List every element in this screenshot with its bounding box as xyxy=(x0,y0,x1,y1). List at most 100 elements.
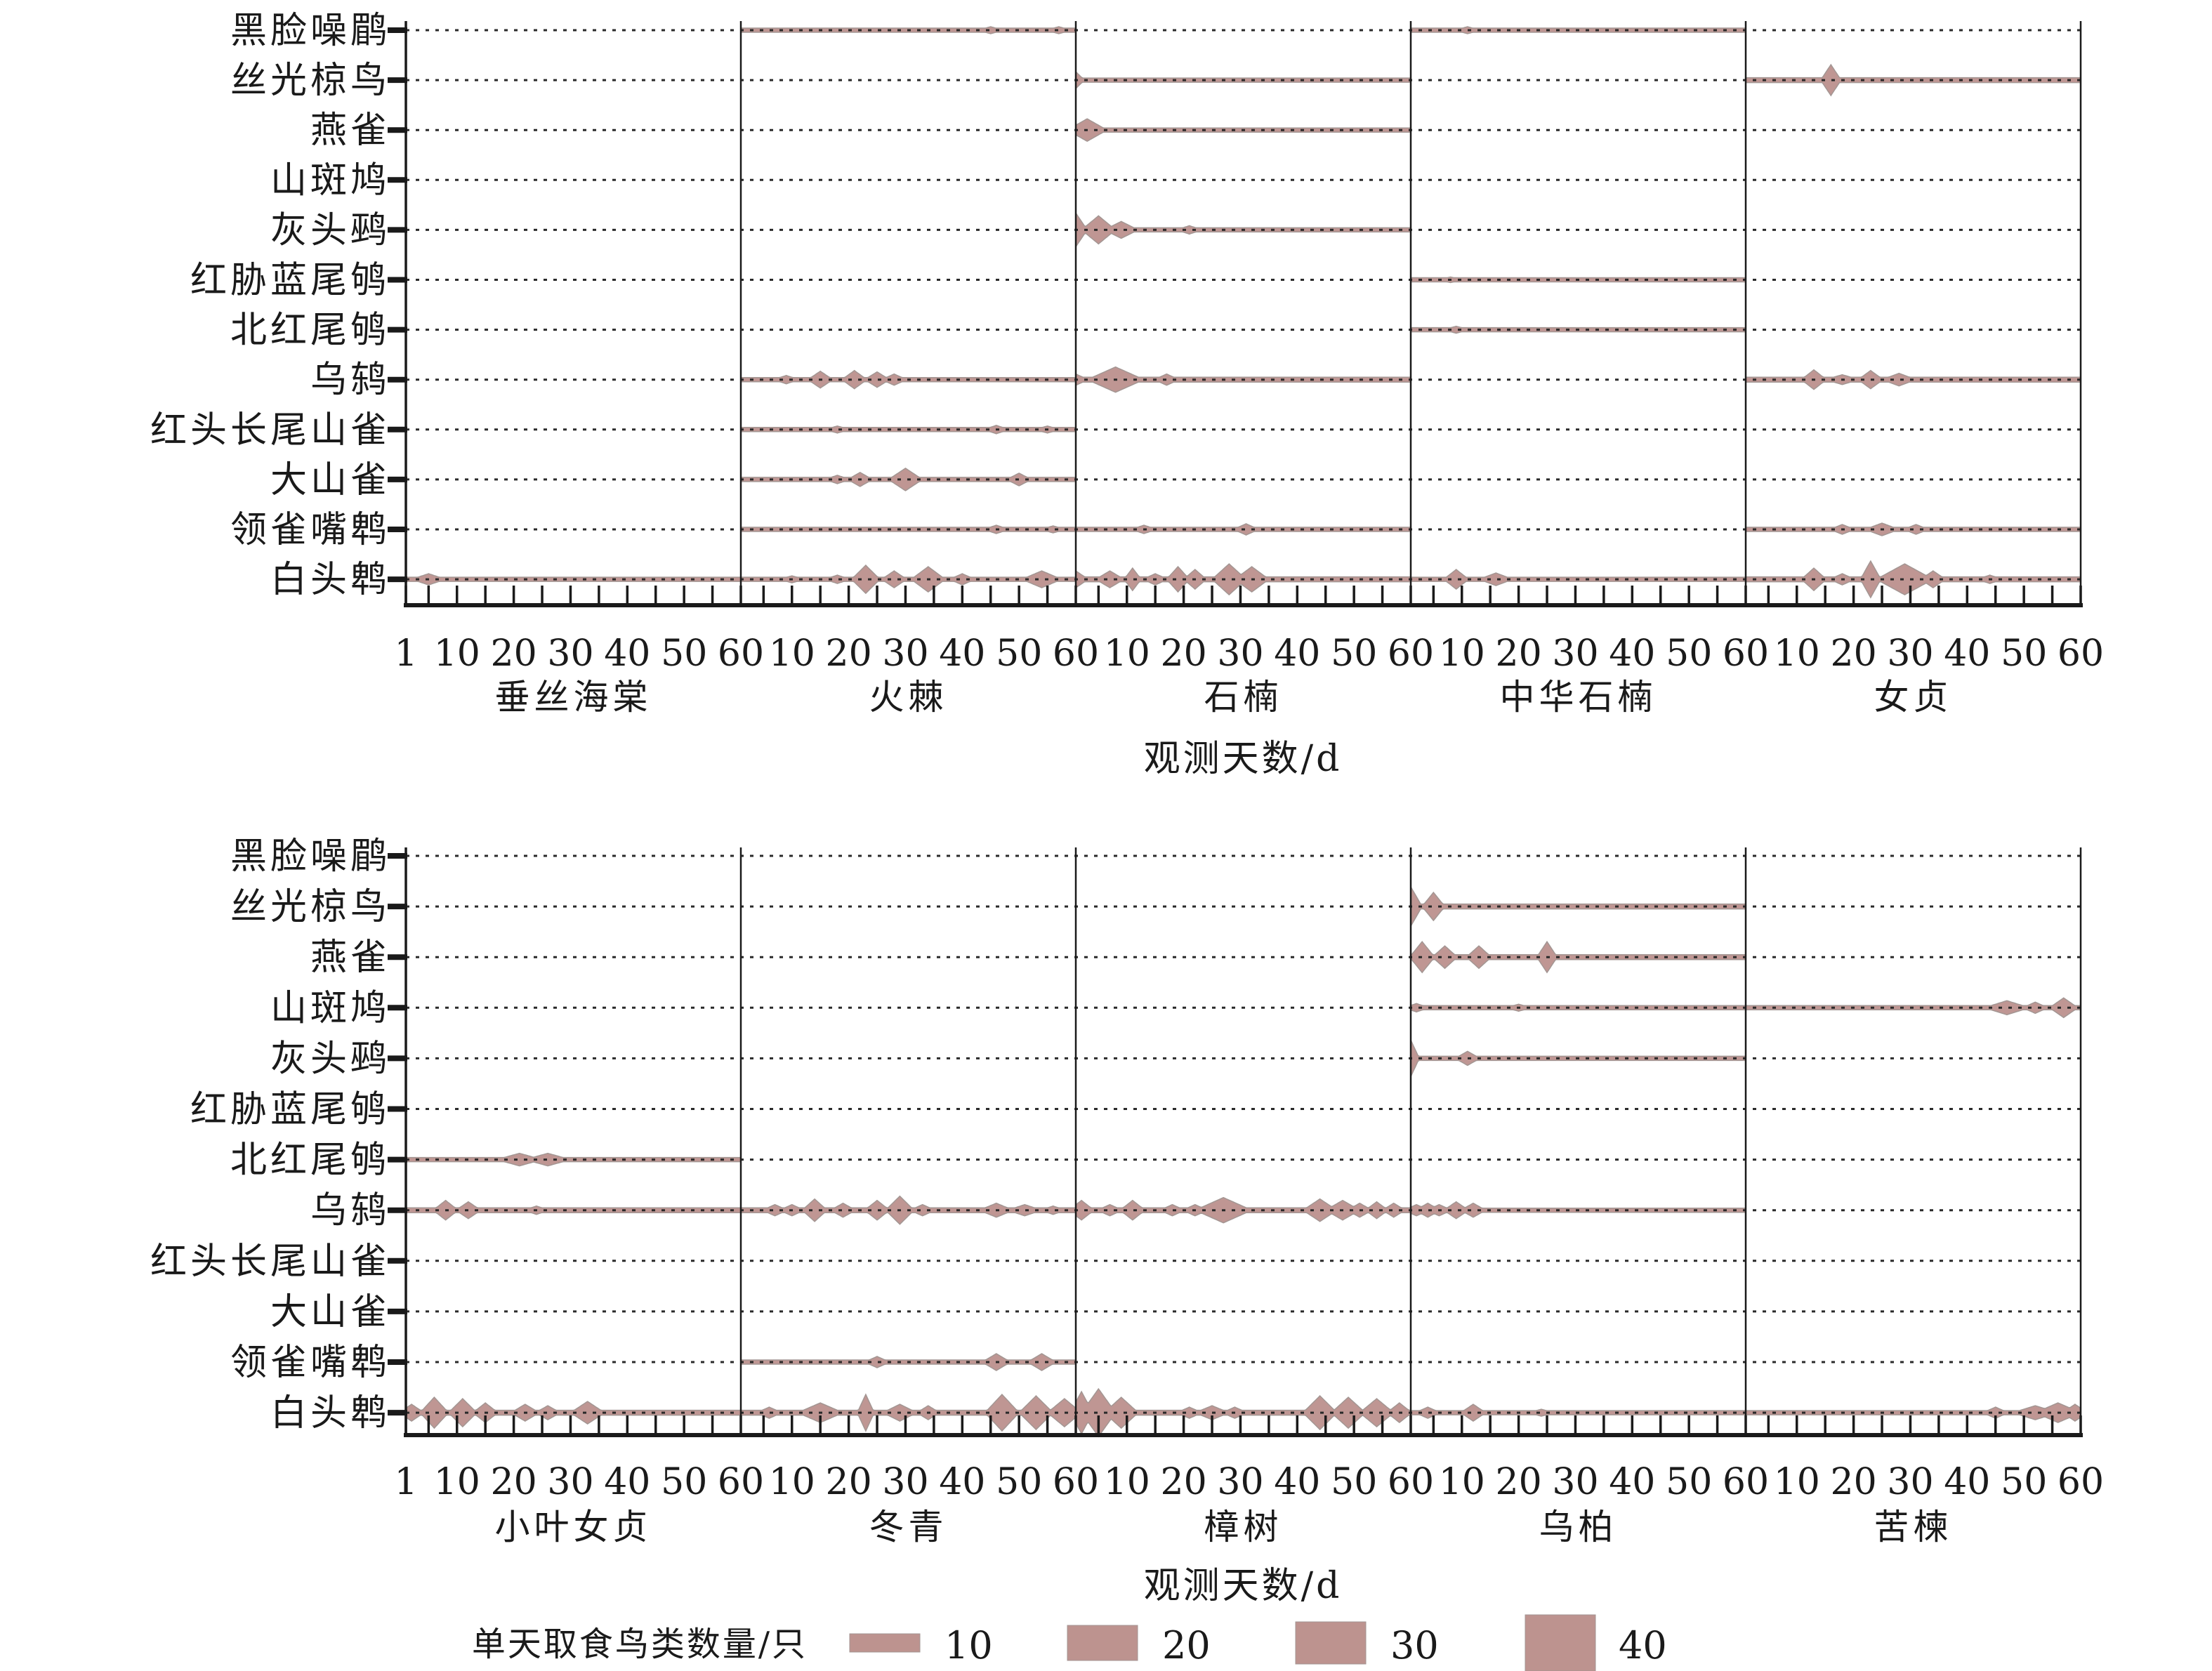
bird-label: 领雀嘴鹎 xyxy=(230,509,390,551)
bird-label: 燕雀 xyxy=(310,110,390,152)
plant-label: 苦楝 xyxy=(1874,1507,1953,1547)
x-tick-label: 40 xyxy=(1944,633,1990,675)
x-tick-label: 10 xyxy=(1104,1461,1150,1503)
plant-label: 小叶女贞 xyxy=(495,1507,652,1547)
legend-size-label: 30 xyxy=(1390,1623,1439,1667)
x-tick-label: 10 xyxy=(434,633,480,675)
x-tick-label: 50 xyxy=(2001,633,2047,675)
x-tick-label: 10 xyxy=(1774,633,1820,675)
bird-label: 红胁蓝尾鸲 xyxy=(190,260,390,302)
bird-label: 北红尾鸲 xyxy=(230,1140,390,1182)
bird-label: 红头长尾山雀 xyxy=(150,1241,390,1283)
plant-label: 乌柏 xyxy=(1539,1507,1618,1547)
legend-size-label: 40 xyxy=(1619,1623,1667,1667)
legend-label: 单天取食鸟类数量/只 xyxy=(472,1625,808,1664)
x-tick-label: 60 xyxy=(718,633,764,675)
x-tick-label: 50 xyxy=(1666,633,1712,675)
legend-size-label: 10 xyxy=(944,1623,993,1667)
x-tick-label: 50 xyxy=(1666,1461,1712,1503)
x-tick-label: 20 xyxy=(1831,633,1877,675)
x-tick-label: 50 xyxy=(661,633,707,675)
x-tick-label: 60 xyxy=(1723,1461,1769,1503)
bird-label: 灰头鹀 xyxy=(270,209,390,251)
x-tick-label: 60 xyxy=(2058,633,2104,675)
x-tick-label: 30 xyxy=(547,1461,593,1503)
legend-swatch-20 xyxy=(1067,1625,1138,1661)
x-axis-label-bottom: 观测天数/d xyxy=(1144,1565,1343,1607)
x-tick-label: 20 xyxy=(491,633,537,675)
bottom-panel-group: 黑脸噪鹛丝光椋鸟燕雀山斑鸠灰头鹀红胁蓝尾鸲北红尾鸲乌鸫红头长尾山雀大山雀领雀嘴鹎… xyxy=(150,835,2104,1547)
x-tick-label: 10 xyxy=(1774,1461,1820,1503)
x-tick-label: 50 xyxy=(661,1461,707,1503)
x-tick-label: 30 xyxy=(1552,1461,1598,1503)
x-tick-label: 60 xyxy=(1388,633,1434,675)
x-tick-label: 30 xyxy=(547,633,593,675)
x-axis-label-top: 观测天数/d xyxy=(1144,738,1343,780)
x-tick-label: 30 xyxy=(882,1461,928,1503)
x-tick-label: 20 xyxy=(1496,633,1542,675)
bird-label: 领雀嘴鹎 xyxy=(230,1342,390,1384)
legend-swatch-30 xyxy=(1295,1621,1367,1665)
x-tick-label: 20 xyxy=(1161,1461,1207,1503)
legend-swatch-40 xyxy=(1525,1614,1596,1671)
x-tick-label: 40 xyxy=(1274,1461,1320,1503)
x-tick-label: 30 xyxy=(1552,633,1598,675)
bird-label: 红胁蓝尾鸲 xyxy=(190,1089,390,1131)
bird-label: 黑脸噪鹛 xyxy=(230,10,390,52)
x-tick-label: 50 xyxy=(996,1461,1042,1503)
x-tick-label: 40 xyxy=(1274,633,1320,675)
x-tick-label: 40 xyxy=(939,633,985,675)
bird-label: 红头长尾山雀 xyxy=(150,409,390,451)
x-tick-label: 40 xyxy=(604,1461,650,1503)
x-tick-label: 20 xyxy=(826,1461,872,1503)
bird-label: 大山雀 xyxy=(270,459,390,501)
x-tick-label: 50 xyxy=(2001,1461,2047,1503)
plant-label: 樟树 xyxy=(1204,1507,1283,1547)
plant-label: 垂丝海棠 xyxy=(495,677,652,718)
x-tick-label: 60 xyxy=(1388,1461,1434,1503)
x-tick-label: 20 xyxy=(1161,633,1207,675)
x-tick-label: 40 xyxy=(1609,633,1655,675)
x-tick-label: 10 xyxy=(769,1461,815,1503)
x-tick-label: 10 xyxy=(1439,1461,1485,1503)
x-tick-label: 60 xyxy=(1053,1461,1099,1503)
bird-label: 山斑鸠 xyxy=(270,987,390,1029)
x-tick-label: 30 xyxy=(1217,1461,1263,1503)
plant-label: 冬青 xyxy=(869,1507,948,1547)
x-tick-label: 30 xyxy=(1217,633,1263,675)
x-tick-label: 40 xyxy=(604,633,650,675)
x-tick-label: 30 xyxy=(1887,633,1933,675)
bird-label: 乌鸫 xyxy=(310,359,390,402)
bird-label: 丝光椋鸟 xyxy=(230,60,390,102)
x-tick-label: 20 xyxy=(1831,1461,1877,1503)
plant-label: 火棘 xyxy=(869,677,948,718)
x-tick-label: 1 xyxy=(394,633,417,675)
x-tick-label: 40 xyxy=(939,1461,985,1503)
x-tick-label: 20 xyxy=(491,1461,537,1503)
x-tick-label: 50 xyxy=(1331,633,1377,675)
legend-size-label: 20 xyxy=(1162,1623,1211,1667)
plant-label: 中华石楠 xyxy=(1500,677,1657,718)
x-tick-label: 10 xyxy=(1439,633,1485,675)
bird-label: 北红尾鸲 xyxy=(230,310,390,352)
x-tick-label: 20 xyxy=(826,633,872,675)
bird-label: 乌鸫 xyxy=(310,1190,390,1232)
x-tick-label: 40 xyxy=(1944,1461,1990,1503)
bird-label: 白头鹎 xyxy=(270,1392,390,1434)
x-tick-label: 60 xyxy=(718,1461,764,1503)
bird-label: 丝光椋鸟 xyxy=(230,886,390,928)
x-tick-label: 60 xyxy=(2058,1461,2104,1503)
x-tick-label: 60 xyxy=(1053,633,1099,675)
x-tick-label: 10 xyxy=(434,1461,480,1503)
bird-label: 白头鹎 xyxy=(270,559,390,601)
legend-group: 10 20 30 40 xyxy=(849,1614,1667,1671)
x-tick-label: 20 xyxy=(1496,1461,1542,1503)
bird-label: 大山雀 xyxy=(270,1291,390,1333)
x-tick-label: 10 xyxy=(1104,633,1150,675)
x-tick-label: 30 xyxy=(882,633,928,675)
x-tick-label: 1 xyxy=(394,1461,417,1503)
x-tick-label: 30 xyxy=(1887,1461,1933,1503)
chart-render-root: 黑脸噪鹛丝光椋鸟燕雀山斑鸠灰头鹀红胁蓝尾鸲北红尾鸲乌鸫红头长尾山雀大山雀领雀嘴鹎… xyxy=(150,10,2104,1671)
